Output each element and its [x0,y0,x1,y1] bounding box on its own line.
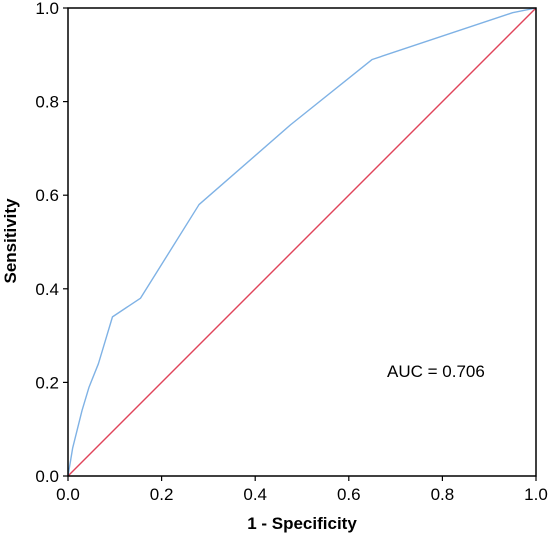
axis-layer: 0.0 0.2 0.4 0.6 0.8 1.0 0.0 0.2 0.4 0.6 0.8 1.0 [35,0,547,504]
y-tick-label: 0.6 [35,186,59,205]
x-tick-label: 0.0 [56,485,80,504]
x-tick-label: 0.6 [337,485,361,504]
y-tick-label: 0.2 [35,373,59,392]
x-tick-label: 0.2 [150,485,174,504]
y-tick-label: 0.4 [35,280,59,299]
x-axis-title: 1 - Specificity [247,514,357,533]
auc-annotation: AUC = 0.706 [387,362,485,381]
y-tick-label: 0.8 [35,93,59,112]
x-tick-label: 1.0 [524,485,548,504]
x-tick-label: 0.4 [243,485,267,504]
plot-frame [67,7,537,477]
y-tick-label: 1.0 [35,0,59,18]
y-axis-title: Sensitivity [1,198,20,284]
roc-curve-line [67,7,537,477]
plot-layer [67,7,537,477]
y-tick-label: 0.0 [35,467,59,486]
reference-diagonal-line [67,7,537,477]
x-tick-label: 0.8 [431,485,455,504]
